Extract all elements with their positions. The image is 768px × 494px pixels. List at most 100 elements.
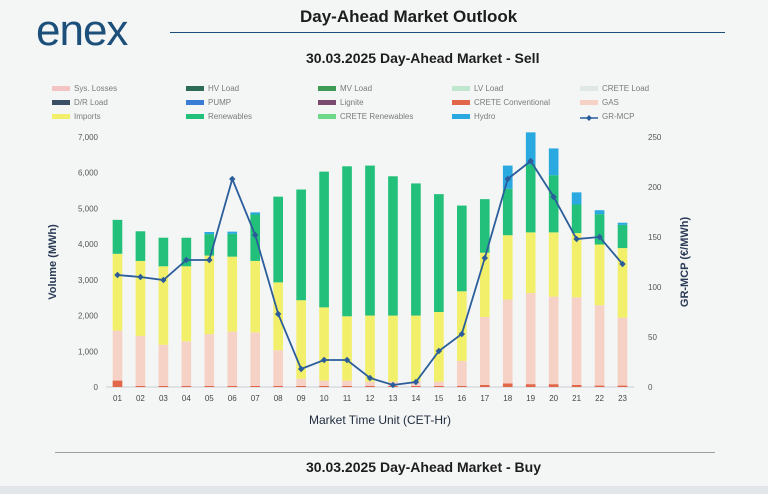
- header-rule: [170, 32, 725, 33]
- legend-item: GAS: [580, 98, 619, 107]
- bar-segment: [479, 199, 490, 253]
- bar-segment: [457, 360, 467, 386]
- mcp-marker: [527, 157, 534, 165]
- legend-swatch: [318, 86, 336, 92]
- bar-segment: [227, 331, 238, 386]
- legend-swatch: [186, 114, 204, 120]
- legend-item: D/R Load: [52, 98, 108, 107]
- x-tick-label: 06: [228, 394, 237, 403]
- x-tick-label: 05: [205, 394, 214, 403]
- mcp-marker: [297, 365, 305, 373]
- mcp-marker: [137, 273, 144, 281]
- x-tick-label: 09: [297, 394, 306, 403]
- legend-label: Lignite: [340, 98, 364, 107]
- y2-tick-label: 150: [648, 233, 662, 242]
- legend-label: CRETE Conventional: [474, 98, 551, 107]
- mcp-marker: [366, 374, 374, 382]
- bar-segment: [548, 148, 559, 176]
- bar-segment: [434, 312, 444, 382]
- bar-segment: [617, 317, 628, 386]
- legend-label: D/R Load: [74, 98, 108, 107]
- legend-swatch: [186, 86, 204, 92]
- bar-segment: [525, 132, 536, 165]
- bar-segment: [158, 385, 169, 387]
- bar-segment: [181, 341, 192, 386]
- bar-segment: [388, 176, 398, 316]
- bar-segment: [227, 256, 238, 332]
- y2-tick-label: 50: [648, 333, 657, 342]
- legend-label: Imports: [74, 112, 101, 121]
- bar-segment: [548, 296, 559, 385]
- bar-segment: [594, 385, 605, 387]
- y-tick-label: 6,000: [78, 169, 99, 178]
- bar-segment: [319, 307, 329, 381]
- legend-label: Hydro: [474, 112, 496, 121]
- y-tick-label: 2,000: [78, 312, 99, 321]
- bar-segment: [250, 332, 261, 386]
- bar-segment: [525, 164, 536, 233]
- legend-label: GAS: [602, 98, 619, 107]
- bar-segment: [571, 297, 582, 385]
- mcp-marker: [550, 193, 557, 201]
- bar-segment: [273, 385, 283, 387]
- legend-item: CRETE Conventional: [452, 98, 550, 107]
- mcp-marker: [252, 231, 259, 239]
- bar-segment: [502, 299, 513, 384]
- y2-tick-label: 250: [648, 133, 662, 142]
- legend-item: Sys. Losses: [52, 84, 117, 93]
- bar-segment: [457, 205, 467, 292]
- legend-label: HV Load: [208, 84, 240, 93]
- bar-segment: [617, 248, 628, 318]
- bar-segment: [342, 166, 352, 317]
- legend-label: PUMP: [208, 98, 232, 107]
- bar-segment: [342, 380, 352, 386]
- bar-segment: [204, 234, 215, 256]
- bar-segment: [112, 330, 123, 381]
- bar-segment: [594, 210, 605, 215]
- bar-segment: [571, 204, 582, 234]
- mcp-marker: [504, 175, 511, 183]
- x-tick-label: 11: [343, 394, 352, 403]
- y-tick-label: 7,000: [78, 133, 99, 142]
- bar-segment: [227, 385, 238, 387]
- legend-label: GR-MCP: [602, 112, 635, 121]
- x-tick-label: 20: [549, 394, 558, 403]
- bar-segment: [434, 385, 444, 387]
- x-tick-label: 15: [434, 394, 443, 403]
- bar-segment: [548, 232, 559, 297]
- legend-item: Renewables: [186, 112, 252, 121]
- bar-segment: [502, 188, 513, 236]
- bar-segment: [250, 260, 261, 333]
- mcp-marker: [206, 256, 213, 264]
- bar-segment: [571, 192, 582, 205]
- bar-segment: [296, 300, 306, 379]
- mcp-marker: [320, 356, 328, 364]
- bar-segment: [594, 244, 605, 306]
- bar-segment: [112, 219, 123, 254]
- legend-label: CRETE Renewables: [340, 112, 414, 121]
- bar-segment: [227, 231, 238, 234]
- x-tick-label: 23: [618, 394, 627, 403]
- bar-segment: [365, 165, 375, 316]
- x-tick-label: 16: [457, 394, 466, 403]
- legend-swatch: [186, 100, 204, 106]
- bar-segment: [342, 316, 352, 381]
- bar-segment: [319, 171, 329, 308]
- bar-segment: [525, 293, 536, 385]
- legend-swatch: [580, 86, 598, 92]
- legend-item: CRETE Load: [580, 84, 649, 93]
- mcp-marker: [573, 235, 580, 243]
- mcp-marker: [274, 310, 282, 318]
- bar-segment: [479, 252, 490, 317]
- y-tick-label: 4,000: [78, 240, 99, 249]
- bar-segment: [571, 233, 582, 298]
- bar-segment: [434, 381, 444, 386]
- legend-swatch: [452, 100, 470, 106]
- legend-swatch: [580, 100, 598, 106]
- x-tick-label: 22: [595, 394, 604, 403]
- bar-segment: [571, 384, 582, 387]
- bar-segment: [548, 384, 559, 387]
- bar-segment: [204, 255, 215, 335]
- page-title: Day-Ahead Market Outlook: [300, 7, 518, 26]
